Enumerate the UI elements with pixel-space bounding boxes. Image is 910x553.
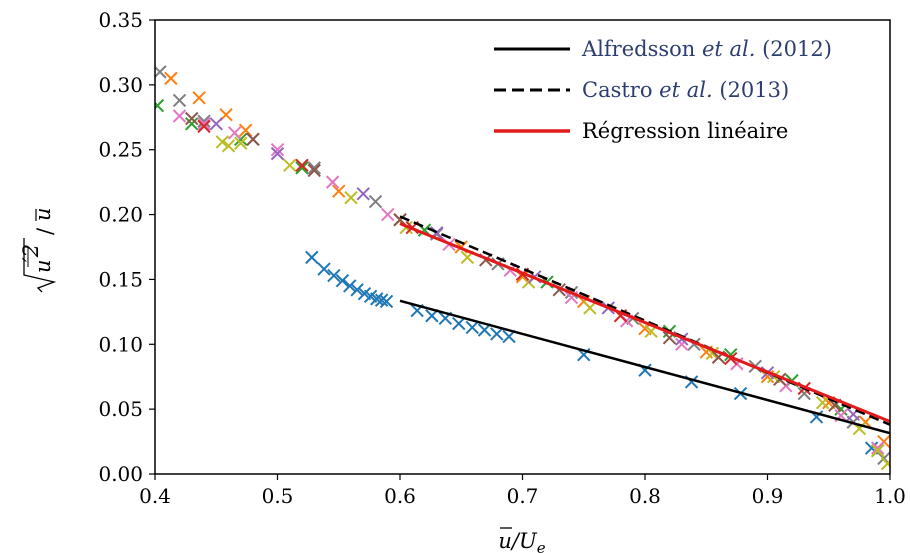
scatter-point <box>283 158 297 172</box>
scatter-point <box>327 268 341 283</box>
x-tick-label: 0.9 <box>752 484 784 508</box>
reference-line <box>399 222 890 423</box>
scatter-point <box>335 274 350 288</box>
x-axis: 0.4 0.5 0.6 0.7 0.8 0.9 1.0 <box>139 474 906 508</box>
scatter-point <box>343 279 357 293</box>
y-axis: 0.00 0.05 0.10 0.15 0.20 0.25 0.30 0.35 <box>98 8 155 486</box>
scatter-point <box>209 117 223 131</box>
svg-text:/: / <box>33 227 57 235</box>
scatter-point <box>295 161 309 175</box>
scatter-point <box>172 93 187 108</box>
scatter-point <box>871 443 885 458</box>
y-tick-label: 0.25 <box>98 138 143 162</box>
scatter-point <box>583 301 597 315</box>
scatter-point <box>374 293 389 307</box>
scatter-point <box>295 158 309 172</box>
svg-text:′2: ′2 <box>19 244 43 262</box>
scatter-point <box>880 456 890 471</box>
y-tick-label: 0.05 <box>98 397 143 421</box>
scatter-point <box>215 135 230 149</box>
fit-lines <box>399 215 890 435</box>
svg-text:u: u <box>31 259 55 273</box>
scatter-point <box>185 111 199 126</box>
scatter-point <box>381 207 395 222</box>
legend: Alfredsson et al. (2012) Castro et al. (2… <box>494 37 832 143</box>
scatter-point <box>307 161 321 175</box>
scatter-point <box>246 132 260 147</box>
scatter-point <box>307 163 321 178</box>
x-tick-label: 0.7 <box>507 484 539 508</box>
scatter-point <box>370 292 384 306</box>
scatter-point <box>270 146 285 161</box>
x-tick-label: 0.8 <box>629 484 661 508</box>
y-axis-label: u ′2 / u <box>19 207 57 293</box>
scatter-point <box>238 123 253 137</box>
scatter-point <box>871 441 885 455</box>
y-tick-label: 0.10 <box>98 332 143 356</box>
legend-label: Alfredsson et al. (2012) <box>581 37 832 61</box>
y-tick-label: 0.35 <box>98 8 143 32</box>
x-tick-label: 0.6 <box>384 484 416 508</box>
x-tick-label: 0.4 <box>139 484 171 508</box>
chart-marks <box>155 65 890 471</box>
scatter-point <box>317 262 331 276</box>
scatter-point <box>227 126 242 140</box>
scatter-point <box>155 98 165 113</box>
scatter-point <box>356 187 370 201</box>
scatter-point <box>164 71 178 86</box>
scatter-point <box>172 109 187 123</box>
scatter-point <box>192 91 206 105</box>
x-axis-label: u/Ue <box>498 529 545 553</box>
scatter-point <box>465 320 479 335</box>
reference-line <box>399 299 890 435</box>
legend-label: Castro et al. (2013) <box>582 78 789 102</box>
scatter-point <box>815 395 830 410</box>
scatter-point <box>332 184 346 198</box>
legend-label: Régression linéaire <box>582 119 788 143</box>
y-tick-label: 0.00 <box>98 462 143 486</box>
scatter-point <box>368 194 383 209</box>
scatter-point <box>234 136 248 150</box>
scatter-point <box>490 327 504 341</box>
scatter-point <box>185 117 199 131</box>
scatter-point <box>221 139 236 153</box>
svg-text:u: u <box>31 207 55 221</box>
scatter-point <box>197 117 211 131</box>
scatter-point <box>379 294 394 309</box>
scatter-point <box>270 143 285 157</box>
y-tick-label: 0.20 <box>98 203 143 227</box>
scatter-point <box>305 250 319 265</box>
scatter-point <box>344 191 358 205</box>
x-tick-label: 0.5 <box>262 484 294 508</box>
y-tick-label: 0.30 <box>98 73 143 97</box>
scatter-point <box>325 175 340 189</box>
y-tick-label: 0.15 <box>98 267 143 291</box>
scatter-point <box>452 316 466 331</box>
x-tick-label: 1.0 <box>874 484 906 508</box>
scatter-point <box>197 119 211 134</box>
scatter-point <box>197 114 211 128</box>
scatter-point <box>155 65 167 79</box>
scatter-point <box>350 283 364 297</box>
